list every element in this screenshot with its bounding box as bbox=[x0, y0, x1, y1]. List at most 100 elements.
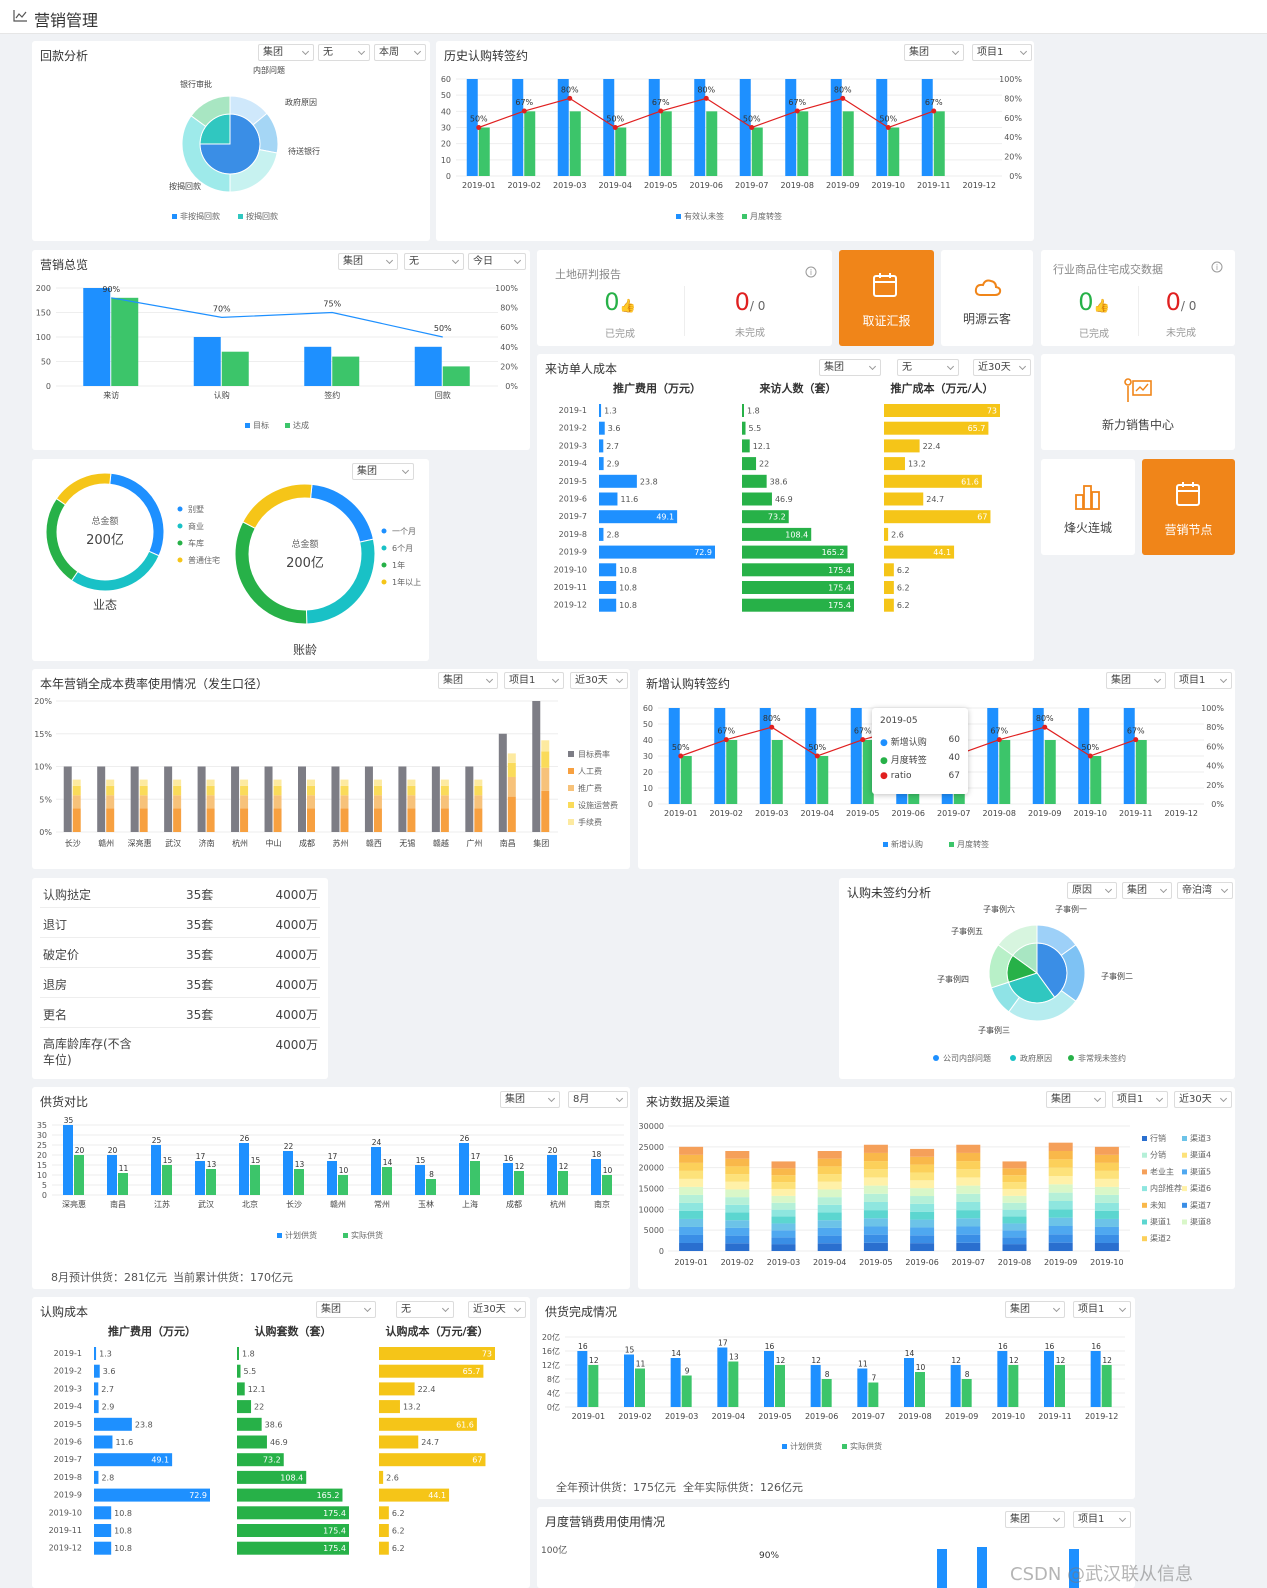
bar-segment bbox=[956, 1193, 981, 1202]
filter-none[interactable]: 无 bbox=[396, 1301, 454, 1318]
bar-segment bbox=[956, 1234, 981, 1243]
bar bbox=[470, 1161, 480, 1195]
data-label: 13.2 bbox=[403, 1403, 421, 1412]
x-tick-label: 2019-05 bbox=[859, 1258, 892, 1267]
data-label: 50% bbox=[470, 115, 488, 124]
row-label: 2019-7 bbox=[559, 512, 587, 521]
data-label: 80% bbox=[561, 85, 579, 94]
tile-quzheng[interactable]: 取证汇报 bbox=[839, 250, 934, 346]
filter-group[interactable]: 集团 bbox=[438, 672, 498, 689]
legend-swatch bbox=[177, 557, 183, 563]
filter-period[interactable]: 近30天 bbox=[468, 1301, 526, 1318]
filter-project[interactable]: 项目1 bbox=[1073, 1301, 1131, 1318]
data-label: 20 bbox=[548, 1146, 558, 1155]
legend-swatch bbox=[238, 214, 243, 219]
data-label: 2.8 bbox=[101, 1473, 114, 1482]
filter-none[interactable]: 无 bbox=[897, 359, 959, 376]
legend-label: 推广费 bbox=[578, 783, 602, 793]
bar-segment bbox=[1048, 1242, 1073, 1251]
bar bbox=[876, 79, 888, 176]
filter-month[interactable]: 8月 bbox=[568, 1091, 628, 1108]
bar bbox=[237, 1364, 241, 1378]
filter-group[interactable]: 集团 bbox=[1122, 882, 1172, 899]
filter-group[interactable]: 集团 bbox=[1005, 1301, 1065, 1318]
column-header: 认购成本（万元/套） bbox=[385, 1324, 488, 1338]
legend-label: 6个月 bbox=[392, 544, 413, 553]
filter-group[interactable]: 集团 bbox=[1005, 1511, 1065, 1528]
bar bbox=[599, 439, 604, 453]
data-label: 12 bbox=[951, 1356, 961, 1365]
legend-swatch bbox=[285, 423, 290, 428]
list-item[interactable]: 高库龄库存(不含车位) 4000万 bbox=[43, 1037, 318, 1067]
bar-segment bbox=[1002, 1188, 1027, 1196]
y-tick-label: 40 bbox=[441, 107, 451, 116]
bar bbox=[599, 545, 715, 559]
filter-none[interactable]: 无 bbox=[404, 253, 464, 270]
filter-group[interactable]: 集团 bbox=[1106, 672, 1166, 689]
filter-period[interactable]: 近30天 bbox=[1174, 1091, 1232, 1108]
filter-group[interactable]: 集团 bbox=[1046, 1091, 1106, 1108]
bar bbox=[164, 766, 173, 832]
list-item[interactable]: 认购挞定 35套 4000万 bbox=[40, 878, 320, 908]
data-label: 25 bbox=[152, 1136, 162, 1145]
filter-period[interactable]: 今日 bbox=[468, 253, 526, 270]
filter-group[interactable]: 集团 bbox=[316, 1301, 376, 1318]
filter-group[interactable]: 集团 bbox=[500, 1091, 560, 1108]
tile-mingyuan[interactable]: 明源云客 bbox=[941, 250, 1033, 346]
y-tick-label: 20000 bbox=[639, 1164, 664, 1173]
list-item[interactable]: 退订 35套 4000万 bbox=[40, 908, 320, 938]
data-label: 16 bbox=[1045, 1342, 1055, 1351]
row-label: 2019-1 bbox=[559, 406, 587, 415]
data-label: 61.6 bbox=[961, 477, 979, 486]
bar-segment bbox=[725, 1197, 750, 1205]
bar-segment bbox=[725, 1227, 750, 1236]
filter-project[interactable]: 项目1 bbox=[972, 44, 1032, 61]
data-label: 70% bbox=[213, 304, 231, 313]
filter-group[interactable]: 集团 bbox=[352, 463, 414, 480]
bar-segment bbox=[206, 785, 215, 796]
filter-project[interactable]: 项目1 bbox=[1112, 1091, 1168, 1108]
y-tick-label: 50 bbox=[41, 358, 51, 367]
bar-segment bbox=[771, 1202, 796, 1210]
bar bbox=[414, 346, 442, 386]
list-item[interactable]: 破定价 35套 4000万 bbox=[40, 938, 320, 968]
filter-project[interactable]: 项目1 bbox=[1073, 1511, 1131, 1528]
filter-period[interactable]: 本周 bbox=[374, 44, 426, 61]
bar-segment bbox=[817, 1243, 842, 1251]
panel-title: 行业商品住宅成交数据 bbox=[1053, 263, 1163, 276]
filter-reason[interactable]: 原因 bbox=[1067, 882, 1117, 899]
list-item[interactable]: 更名 35套 4000万 bbox=[40, 998, 320, 1028]
bar bbox=[94, 1541, 112, 1555]
legend-label: 1年以上 bbox=[392, 577, 421, 587]
data-label: 11 bbox=[119, 1164, 129, 1173]
bar bbox=[742, 404, 744, 417]
bar bbox=[817, 756, 829, 804]
bar-segment bbox=[910, 1148, 935, 1157]
info-icon[interactable]: i bbox=[805, 266, 819, 280]
legend-swatch bbox=[1142, 1136, 1147, 1141]
filter-project[interactable]: 项目1 bbox=[1174, 672, 1232, 689]
bar bbox=[742, 421, 746, 435]
info-icon[interactable]: i bbox=[1211, 261, 1225, 275]
filter-period[interactable]: 近30天 bbox=[973, 359, 1031, 376]
filter-project[interactable]: 帝泊湾 bbox=[1177, 882, 1233, 899]
bar bbox=[1090, 756, 1102, 804]
x-tick-label: 2019-03 bbox=[665, 1412, 698, 1421]
filter-group[interactable]: 集团 bbox=[258, 44, 314, 61]
x-tick-label: 2019-01 bbox=[674, 1258, 707, 1267]
tile-fenghuo[interactable]: 烽火连城 bbox=[1041, 459, 1135, 555]
filter-project[interactable]: 项目1 bbox=[504, 672, 564, 689]
filter-group[interactable]: 集团 bbox=[904, 44, 964, 61]
bar bbox=[588, 1365, 599, 1407]
tile-xinli[interactable]: 新力销售中心 bbox=[1041, 354, 1235, 450]
list-item[interactable]: 退房 35套 4000万 bbox=[40, 968, 320, 998]
tile-yingxiao[interactable]: 营销节点 bbox=[1142, 459, 1235, 555]
bar-segment bbox=[910, 1156, 935, 1165]
filter-none[interactable]: 无 bbox=[318, 44, 370, 61]
filter-group[interactable]: 集团 bbox=[819, 359, 881, 376]
filter-group[interactable]: 集团 bbox=[338, 253, 398, 270]
filter-period[interactable]: 近30天 bbox=[570, 672, 628, 689]
bar-segment bbox=[863, 1185, 888, 1194]
bar bbox=[884, 421, 989, 435]
bar bbox=[668, 708, 680, 804]
